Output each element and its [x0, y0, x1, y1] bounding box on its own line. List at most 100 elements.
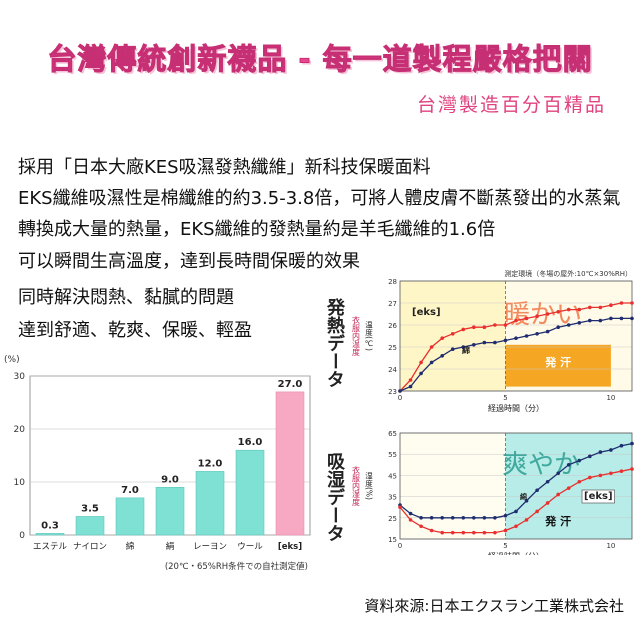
data-point: [609, 316, 613, 321]
data-point: [609, 448, 613, 452]
y-axis-label: 衣服内湿度: [352, 465, 361, 507]
data-point: [630, 441, 634, 446]
data-point: [503, 513, 508, 518]
y-tick-label: 25: [388, 344, 397, 352]
data-point: [472, 530, 476, 535]
data-point: [482, 325, 487, 329]
data-point: [598, 473, 603, 478]
data-point: [566, 307, 571, 312]
data-point: [630, 301, 634, 305]
bar-value-label: 12.0: [198, 458, 223, 469]
bar-4: [195, 471, 225, 536]
y-tick-label: 65: [388, 430, 397, 438]
data-point: [493, 530, 497, 535]
bar-1: [75, 516, 105, 536]
data-point: [514, 318, 518, 323]
bar-6: [275, 391, 305, 536]
data-point: [630, 316, 634, 321]
data-source-credit: 資料來源:日本エクスラン工業株式会社: [364, 597, 624, 615]
band-label: 発 汗: [544, 355, 571, 369]
y-tick-label: 23: [388, 388, 397, 396]
data-point: [545, 479, 550, 484]
data-point: [619, 443, 624, 448]
body-line-1: 採用「日本大廠KES吸濕發熱纖維」新科技保暖面料: [18, 157, 431, 178]
data-point: [588, 305, 592, 310]
bar-value-label: 27.0: [278, 379, 303, 390]
data-point: [429, 360, 434, 365]
data-point: [503, 528, 508, 533]
data-point: [440, 336, 444, 340]
data-point: [545, 329, 550, 334]
data-point: [524, 334, 529, 338]
data-point: [609, 303, 613, 307]
page-subtitle: 台灣製造百分百精品: [416, 94, 606, 116]
x-tick-label: 0: [398, 394, 402, 402]
data-point: [524, 518, 529, 522]
data-point: [545, 312, 550, 316]
data-point: [461, 327, 466, 332]
y-tick-label: 27: [388, 300, 397, 308]
x-tick-label: [eks]: [278, 542, 302, 552]
body-line-6: 達到舒適、乾爽、保暖、輕盈: [18, 320, 252, 341]
data-point: [408, 384, 413, 389]
data-point: [556, 492, 560, 497]
moisture-absorption-bar-chart: (%) 0 10 20 30 0.3 エステル 3.5 ナイロン 7.0 綿 9.0 絹 12.0 レーヨン…: [4, 355, 311, 572]
data-point: [556, 471, 560, 476]
heat-data-side-label: 発熱データ: [324, 298, 345, 388]
y-axis-label: 衣服内温度: [352, 315, 361, 357]
data-point: [482, 530, 487, 535]
x-tick-label: 10: [606, 394, 615, 402]
bar-5: [235, 449, 265, 536]
body-line-5: 同時解決悶熱、黏膩的問題: [18, 287, 234, 308]
y-axis-unit: (%): [4, 355, 20, 365]
data-point: [588, 454, 592, 459]
x-tick-label: ウール: [237, 542, 263, 552]
y-tick-label: 25: [388, 515, 397, 523]
data-point: [524, 499, 529, 503]
sweat-band: [505, 344, 611, 387]
plot-bg-left: [400, 433, 506, 539]
data-point: [577, 458, 582, 463]
data-point: [461, 516, 466, 520]
y-axis-unit: 湿度(%): [364, 472, 373, 500]
data-point: [535, 314, 539, 318]
y-tick-label: 26: [388, 322, 397, 330]
page-title: 台灣傳統創新襪品 - 每一道製程嚴格把關: [47, 42, 593, 77]
data-point: [429, 528, 434, 533]
data-point: [429, 516, 434, 520]
data-point: [482, 340, 487, 345]
x-tick-label: 0: [398, 542, 402, 550]
data-point: [461, 530, 466, 535]
plot-frame: [399, 432, 633, 540]
y-tick-label: 15: [388, 536, 397, 544]
series-label: [eks]: [584, 491, 613, 502]
y-axis-unit: 温度(℃): [364, 321, 373, 351]
data-point: [598, 450, 603, 454]
y-tick-label: 10: [14, 478, 26, 488]
x-tick-label: レーヨン: [193, 542, 227, 552]
data-point: [419, 524, 423, 529]
y-tick-label: 30: [14, 372, 26, 382]
data-point: [545, 501, 550, 505]
y-tick-label: 28: [388, 278, 397, 286]
data-point: [440, 354, 444, 358]
y-tick-label: 55: [388, 451, 397, 459]
body-line-2: EKS纖維吸濕性是棉纖維的約3.5-3.8倍，可將人體皮膚不斷蒸發出的水蒸氣: [18, 188, 621, 209]
y-tick-label: 35: [388, 494, 397, 502]
data-point: [419, 516, 423, 520]
series-label-box: [581, 489, 615, 504]
x-tick-label: 綿: [126, 541, 135, 552]
moisture-data-side-label: 吸湿データ: [324, 452, 345, 542]
bar-value-label: 0.3: [41, 520, 59, 531]
data-point: [493, 516, 497, 520]
chart-note: (20℃・65%RH条件での自社測定値): [165, 561, 308, 572]
data-point: [566, 486, 571, 490]
body-line-3: 轉換成大量的熱量，EKS纖維的發熱量約是羊毛纖維的1.6倍: [18, 219, 496, 240]
bar-2: [115, 497, 145, 536]
x-tick-label: エステル: [33, 542, 68, 552]
data-point: [598, 318, 603, 323]
data-point: [408, 518, 413, 522]
data-point: [609, 471, 613, 476]
data-point: [503, 323, 508, 327]
